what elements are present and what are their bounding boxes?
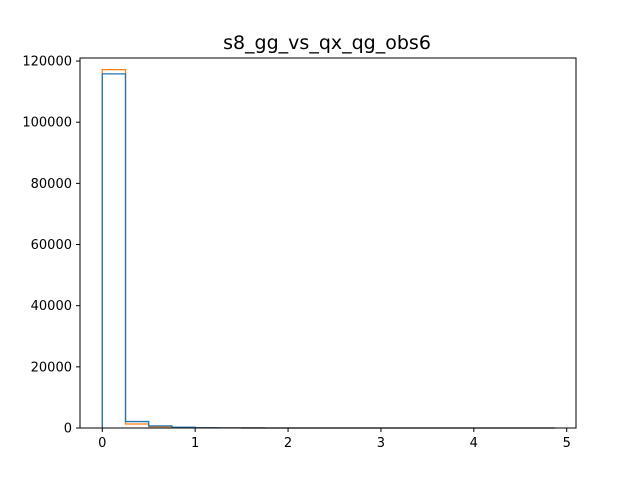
histogram-series-1: [101, 68, 556, 429]
x-tick-label: 4: [470, 436, 478, 451]
y-tick-label: 40000: [31, 299, 72, 314]
y-tick-label: 80000: [31, 177, 72, 192]
y-tick-label: 0: [64, 422, 72, 437]
x-axis: 0 1 2 3 4 5: [98, 428, 571, 451]
y-tick-label: 100000: [22, 116, 72, 131]
x-tick-label: 2: [284, 436, 292, 451]
chart-title: s8_gg_vs_qx_qg_obs6: [223, 32, 431, 54]
histogram-series-2: [101, 73, 556, 429]
y-axis: 0 20000 40000 60000 80000 100000 120000: [22, 55, 80, 437]
x-tick-label: 1: [191, 436, 199, 451]
x-tick-label: 3: [377, 436, 385, 451]
y-tick-label: 20000: [31, 360, 72, 375]
x-tick-label: 5: [563, 436, 571, 451]
x-tick-label: 0: [98, 436, 106, 451]
y-tick-label: 60000: [31, 238, 72, 253]
plot-frame: [79, 57, 577, 429]
series-layer: [101, 68, 556, 429]
y-tick-label: 120000: [22, 55, 72, 70]
